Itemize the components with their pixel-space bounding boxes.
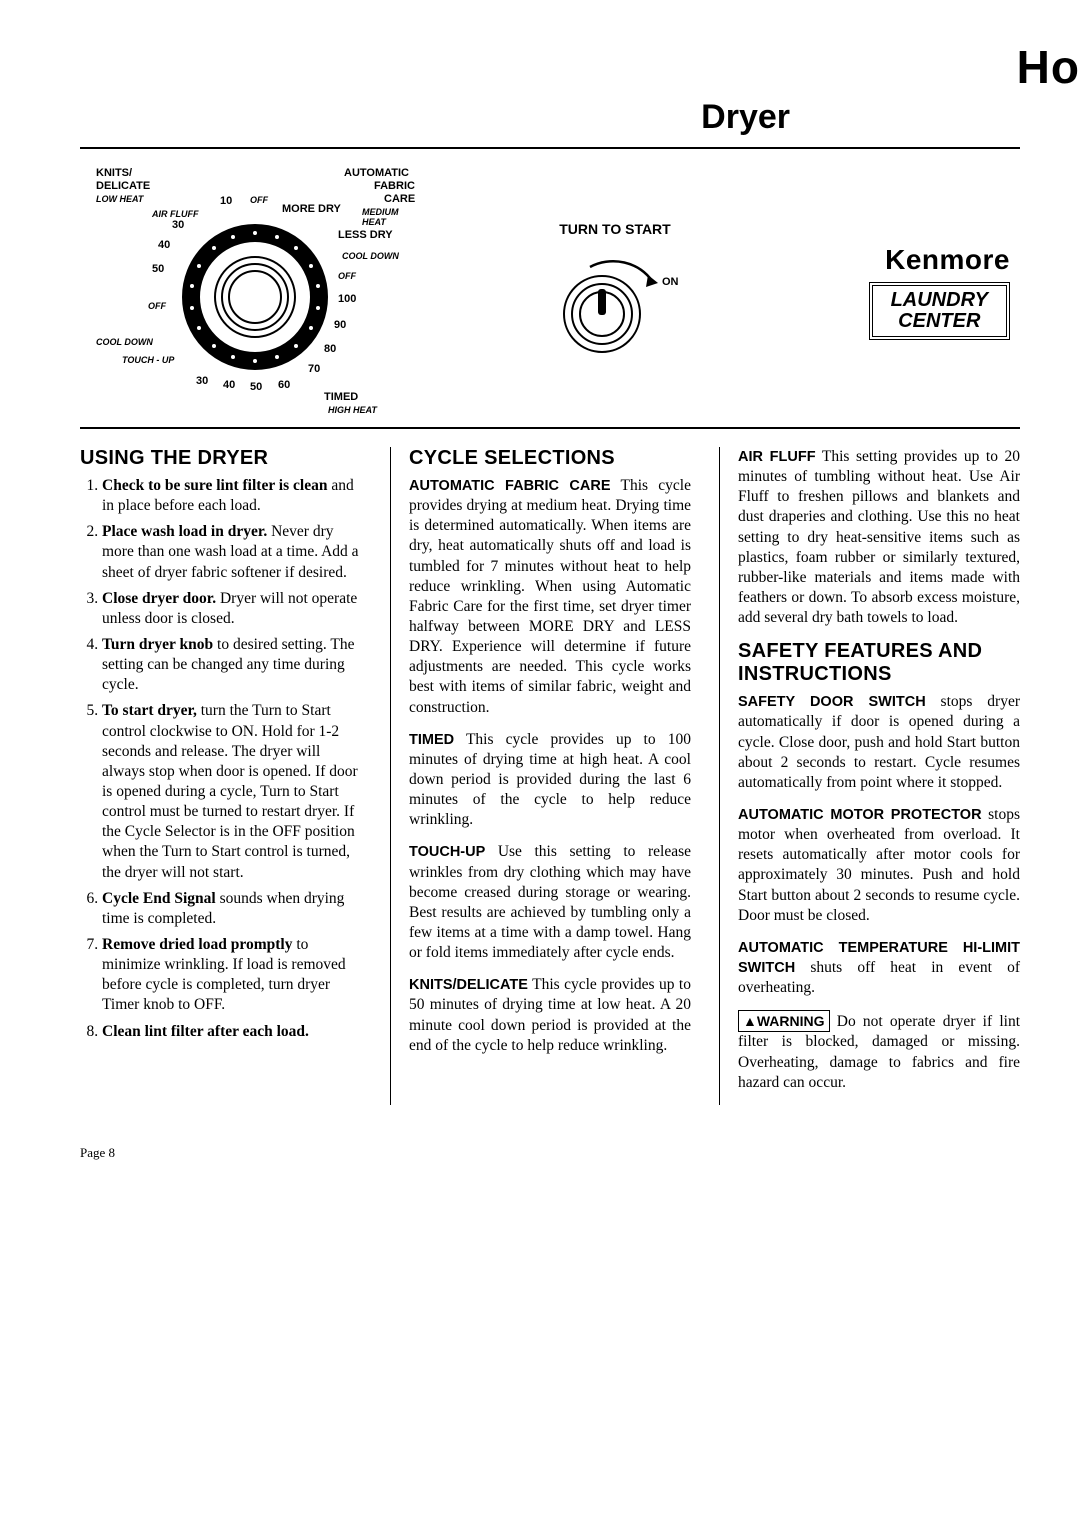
lbl-airfluff: AIR FLUFF [152, 209, 199, 219]
brand-box: LAUNDRY CENTER [869, 282, 1010, 340]
cycle-dial: KNITS/ DELICATE LOW HEAT AIR FLUFF OFF 1… [90, 167, 420, 417]
lbl-highheat: HIGH HEAT [328, 405, 377, 415]
step-1: Check to be sure lint filter is clean an… [102, 476, 362, 516]
touch-up: TOUCH-UP Use this setting to release wri… [409, 842, 691, 963]
lbl-80: 80 [324, 343, 336, 355]
using-dryer-list: Check to be sure lint filter is clean an… [80, 476, 362, 1042]
lbl-40l: 40 [158, 239, 170, 251]
lbl-30b: 30 [196, 375, 208, 387]
content-columns: USING THE DRYER Check to be sure lint fi… [80, 447, 1020, 1105]
top-right-cutoff: Ho [80, 40, 1080, 94]
brand-box-l2: CENTER [898, 310, 980, 332]
hi-limit: AUTOMATIC TEMPERATURE HI-LIMIT SWITCH sh… [738, 938, 1020, 998]
lbl-offtop: OFF [250, 195, 268, 205]
step-5: To start dryer, turn the Turn to Start c… [102, 701, 362, 882]
column-2: CYCLE SELECTIONS AUTOMATIC FABRIC CARE T… [390, 447, 691, 1105]
column-3: AIR FLUFF This setting provides up to 20… [719, 447, 1020, 1105]
warning-box: ▲WARNING [738, 1010, 830, 1032]
lbl-auto1: AUTOMATIC [344, 167, 409, 179]
lbl-cdl: COOL DOWN [96, 337, 153, 347]
lbl-delicate: DELICATE [96, 180, 150, 192]
lbl-40b: 40 [223, 379, 235, 391]
lbl-lessdry: LESS DRY [338, 229, 393, 241]
page-number: Page 8 [80, 1145, 1020, 1161]
start-dial-svg: ON [540, 249, 690, 359]
lbl-10: 10 [220, 195, 232, 207]
cycle-dial-area: KNITS/ DELICATE LOW HEAT AIR FLUFF OFF 1… [90, 167, 470, 417]
brand-box-l1: LAUNDRY [891, 289, 988, 311]
control-panel: KNITS/ DELICATE LOW HEAT AIR FLUFF OFF 1… [80, 147, 1020, 429]
subtitle-dryer: Dryer [80, 98, 1020, 137]
warning: ▲WARNING Do not operate dryer if lint fi… [738, 1010, 1020, 1093]
lbl-90: 90 [334, 319, 346, 331]
lbl-medheat: MEDIUM HEAT [362, 207, 420, 227]
step-2: Place wash load in dryer. Never dry more… [102, 522, 362, 582]
step-3: Close dryer door. Dryer will not operate… [102, 589, 362, 629]
step-6: Cycle End Signal sounds when drying time… [102, 889, 362, 929]
lbl-100: 100 [338, 293, 356, 305]
brand-area: Kenmore LAUNDRY CENTER [760, 244, 1010, 340]
lbl-offl: OFF [148, 301, 166, 311]
step-7: Remove dried load promptly to minimize w… [102, 935, 362, 1016]
safety-door: SAFETY DOOR SWITCH stops dryer automatic… [738, 692, 1020, 793]
lbl-auto3: CARE [384, 193, 415, 205]
turn-start-label: TURN TO START [505, 221, 725, 237]
lbl-50b: 50 [250, 381, 262, 393]
air-fluff: AIR FLUFF This setting provides up to 20… [738, 447, 1020, 628]
knits-delicate: KNITS/DELICATE This cycle provides up to… [409, 975, 691, 1056]
lbl-moredry: MORE DRY [282, 203, 341, 215]
lbl-50l: 50 [152, 263, 164, 275]
step-8: Clean lint filter after each load. [102, 1022, 362, 1042]
step-4: Turn dryer knob to desired setting. The … [102, 635, 362, 695]
lbl-lowheat: LOW HEAT [96, 194, 143, 204]
lbl-auto2: FABRIC [374, 180, 415, 192]
using-dryer-heading: USING THE DRYER [80, 447, 362, 470]
lbl-70: 70 [308, 363, 320, 375]
safety-heading: SAFETY FEATURES AND INSTRUCTIONS [738, 640, 1020, 686]
lbl-60b: 60 [278, 379, 290, 391]
motor-protector: AUTOMATIC MOTOR PRO­TECTOR stops motor w… [738, 805, 1020, 926]
lbl-touchup: TOUCH - UP [122, 355, 174, 365]
on-label: ON [662, 276, 679, 288]
start-dial-area: TURN TO START ON [505, 221, 725, 364]
column-1: USING THE DRYER Check to be sure lint fi… [80, 447, 362, 1105]
lbl-knits: KNITS/ [96, 167, 132, 179]
lbl-cdr: COOL DOWN [342, 251, 399, 261]
lbl-timed: TIMED [324, 391, 358, 403]
timed-cycle: TIMED This cycle provides up to 100 minu… [409, 730, 691, 831]
lbl-30: 30 [172, 219, 184, 231]
cycle-selections-heading: CYCLE SELECTIONS [409, 447, 691, 470]
header: Ho Dryer [80, 40, 1020, 137]
brand-kenmore: Kenmore [760, 244, 1010, 276]
lbl-offr: OFF [338, 271, 356, 281]
auto-fabric-care: AUTOMATIC FABRIC CARE This cycle provide… [409, 476, 691, 718]
